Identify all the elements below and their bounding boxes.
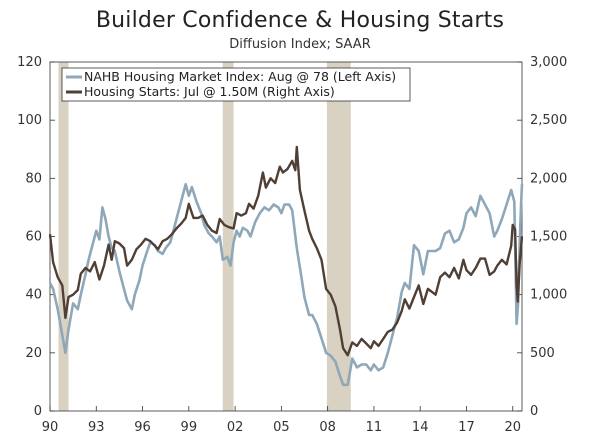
chart-title: Builder Confidence & Housing Starts bbox=[95, 8, 505, 33]
series-lines bbox=[48, 145, 524, 387]
legend-box bbox=[61, 67, 411, 102]
axes: 02040608010012005001,0001,5002,0002,5003… bbox=[17, 55, 567, 435]
chart-subtitle: Diffusion Index; SAAR bbox=[229, 37, 371, 52]
x-tick-label: 96 bbox=[134, 420, 151, 435]
y-right-tick-label: 1,000 bbox=[530, 288, 567, 303]
legend-label-starts: Housing Starts: Jul @ 1.50M (Right Axis) bbox=[84, 84, 335, 99]
x-tick-label: 90 bbox=[42, 420, 59, 435]
y-right-tick-label: 3,000 bbox=[530, 55, 567, 70]
recession-band-2 bbox=[326, 62, 351, 411]
nahb-line bbox=[48, 182, 524, 387]
x-tick-label: 20 bbox=[504, 420, 521, 435]
y-right-tick-label: 0 bbox=[530, 404, 538, 419]
y-right-tick-label: 1,500 bbox=[530, 230, 567, 245]
x-tick-label: 14 bbox=[412, 420, 429, 435]
y-right-tick-label: 2,000 bbox=[530, 171, 567, 186]
x-tick-label: 08 bbox=[319, 420, 336, 435]
x-tick-label: 05 bbox=[273, 420, 290, 435]
y-right-tick-label: 500 bbox=[530, 346, 555, 361]
housing-starts-line bbox=[48, 145, 524, 357]
y-left-tick-label: 100 bbox=[17, 113, 42, 128]
x-tick-label: 11 bbox=[366, 420, 383, 435]
legend: NAHB Housing Market Index: Aug @ 78 (Lef… bbox=[61, 67, 411, 102]
y-left-tick-label: 120 bbox=[17, 55, 42, 70]
y-left-tick-label: 80 bbox=[25, 171, 42, 186]
y-right-tick-label: 2,500 bbox=[530, 113, 567, 128]
recession-bands bbox=[58, 62, 351, 411]
recession-band-1 bbox=[222, 62, 234, 411]
y-left-tick-label: 0 bbox=[34, 404, 42, 419]
y-left-tick-label: 60 bbox=[25, 230, 42, 245]
y-left-tick-label: 40 bbox=[25, 288, 42, 303]
x-tick-label: 99 bbox=[181, 420, 198, 435]
x-tick-label: 93 bbox=[88, 420, 105, 435]
x-tick-label: 02 bbox=[227, 420, 244, 435]
y-left-tick-label: 20 bbox=[25, 346, 42, 361]
recession-band-0 bbox=[58, 62, 69, 411]
legend-label-nahb: NAHB Housing Market Index: Aug @ 78 (Lef… bbox=[84, 69, 396, 84]
x-tick-label: 17 bbox=[458, 420, 475, 435]
